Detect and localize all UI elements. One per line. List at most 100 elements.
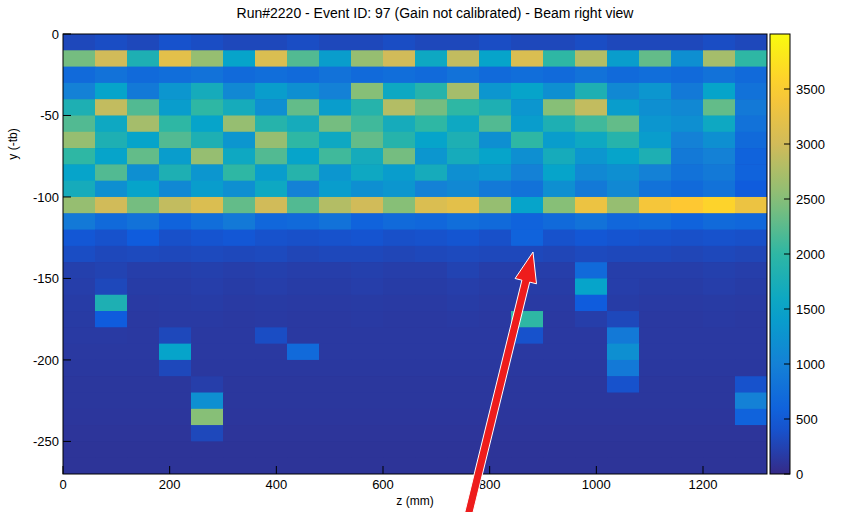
- cell: [607, 278, 640, 295]
- cell: [479, 148, 512, 165]
- cell: [607, 67, 640, 84]
- cell: [415, 344, 448, 361]
- cell: [671, 262, 704, 279]
- cell: [671, 148, 704, 165]
- colorbar-tick-label: 500: [796, 412, 818, 427]
- colorbar-tick-label: 2500: [796, 192, 825, 207]
- cell: [511, 197, 544, 214]
- cell: [191, 67, 224, 84]
- cell: [159, 67, 192, 84]
- cell: [415, 197, 448, 214]
- cell: [479, 213, 512, 230]
- cell: [287, 115, 320, 132]
- cell: [575, 295, 608, 312]
- cell: [575, 213, 608, 230]
- cell: [319, 148, 352, 165]
- cell: [639, 213, 672, 230]
- cell: [703, 132, 736, 149]
- cell: [479, 50, 512, 67]
- y-tick: [63, 34, 71, 35]
- cell: [607, 213, 640, 230]
- cell: [447, 83, 480, 100]
- cell: [127, 115, 160, 132]
- cell: [447, 99, 480, 116]
- cell: [575, 278, 608, 295]
- cell: [639, 458, 672, 474]
- cell: [287, 213, 320, 230]
- colorbar-tick-label: 3500: [796, 82, 825, 97]
- cell: [383, 409, 416, 426]
- cell: [575, 376, 608, 393]
- cell: [575, 409, 608, 426]
- cell: [511, 164, 544, 181]
- cell: [735, 230, 767, 247]
- cell: [127, 441, 160, 458]
- cell: [575, 393, 608, 410]
- cell: [287, 83, 320, 100]
- cell: [287, 409, 320, 426]
- cell: [639, 50, 672, 67]
- cell: [543, 360, 576, 377]
- cell: [575, 197, 608, 214]
- cell: [607, 148, 640, 165]
- cell: [351, 230, 384, 247]
- cell: [223, 295, 256, 312]
- cell: [511, 83, 544, 100]
- colorbar-tick: [784, 254, 790, 255]
- cell: [383, 99, 416, 116]
- cell: [735, 246, 767, 263]
- cell: [447, 164, 480, 181]
- cell: [479, 115, 512, 132]
- cell: [351, 295, 384, 312]
- cell: [575, 311, 608, 328]
- cell: [95, 132, 128, 149]
- cell: [63, 34, 96, 51]
- cell: [63, 132, 96, 149]
- cell: [671, 344, 704, 361]
- x-tick-label: 600: [372, 477, 394, 492]
- cell: [223, 181, 256, 198]
- cell: [607, 99, 640, 116]
- cell: [511, 213, 544, 230]
- cell: [351, 67, 384, 84]
- y-tick: [63, 278, 71, 279]
- cell: [95, 197, 128, 214]
- cell: [383, 441, 416, 458]
- cell: [255, 34, 288, 51]
- x-tick-label: 200: [159, 477, 181, 492]
- cell: [703, 83, 736, 100]
- cell: [127, 376, 160, 393]
- cell: [319, 50, 352, 67]
- cells: [63, 34, 767, 474]
- cell: [319, 409, 352, 426]
- cell: [447, 344, 480, 361]
- cell: [703, 115, 736, 132]
- cell: [223, 441, 256, 458]
- cell: [63, 409, 96, 426]
- cell: [159, 115, 192, 132]
- cell: [223, 246, 256, 263]
- cell: [671, 230, 704, 247]
- cell: [447, 132, 480, 149]
- cell: [671, 50, 704, 67]
- cell: [127, 327, 160, 344]
- cell: [351, 327, 384, 344]
- colorbar-tick: [784, 364, 790, 365]
- cell: [639, 409, 672, 426]
- cell: [95, 67, 128, 84]
- cell: [479, 197, 512, 214]
- cell: [127, 409, 160, 426]
- cell: [575, 262, 608, 279]
- cell: [703, 99, 736, 116]
- cell: [95, 425, 128, 442]
- cell: [543, 246, 576, 263]
- cell: [735, 164, 767, 181]
- cell: [639, 441, 672, 458]
- y-tick-label: -250: [33, 434, 59, 449]
- cell: [127, 83, 160, 100]
- y-tick: [63, 115, 71, 116]
- cell: [575, 425, 608, 442]
- cell: [63, 278, 96, 295]
- cell: [95, 34, 128, 51]
- cell: [95, 230, 128, 247]
